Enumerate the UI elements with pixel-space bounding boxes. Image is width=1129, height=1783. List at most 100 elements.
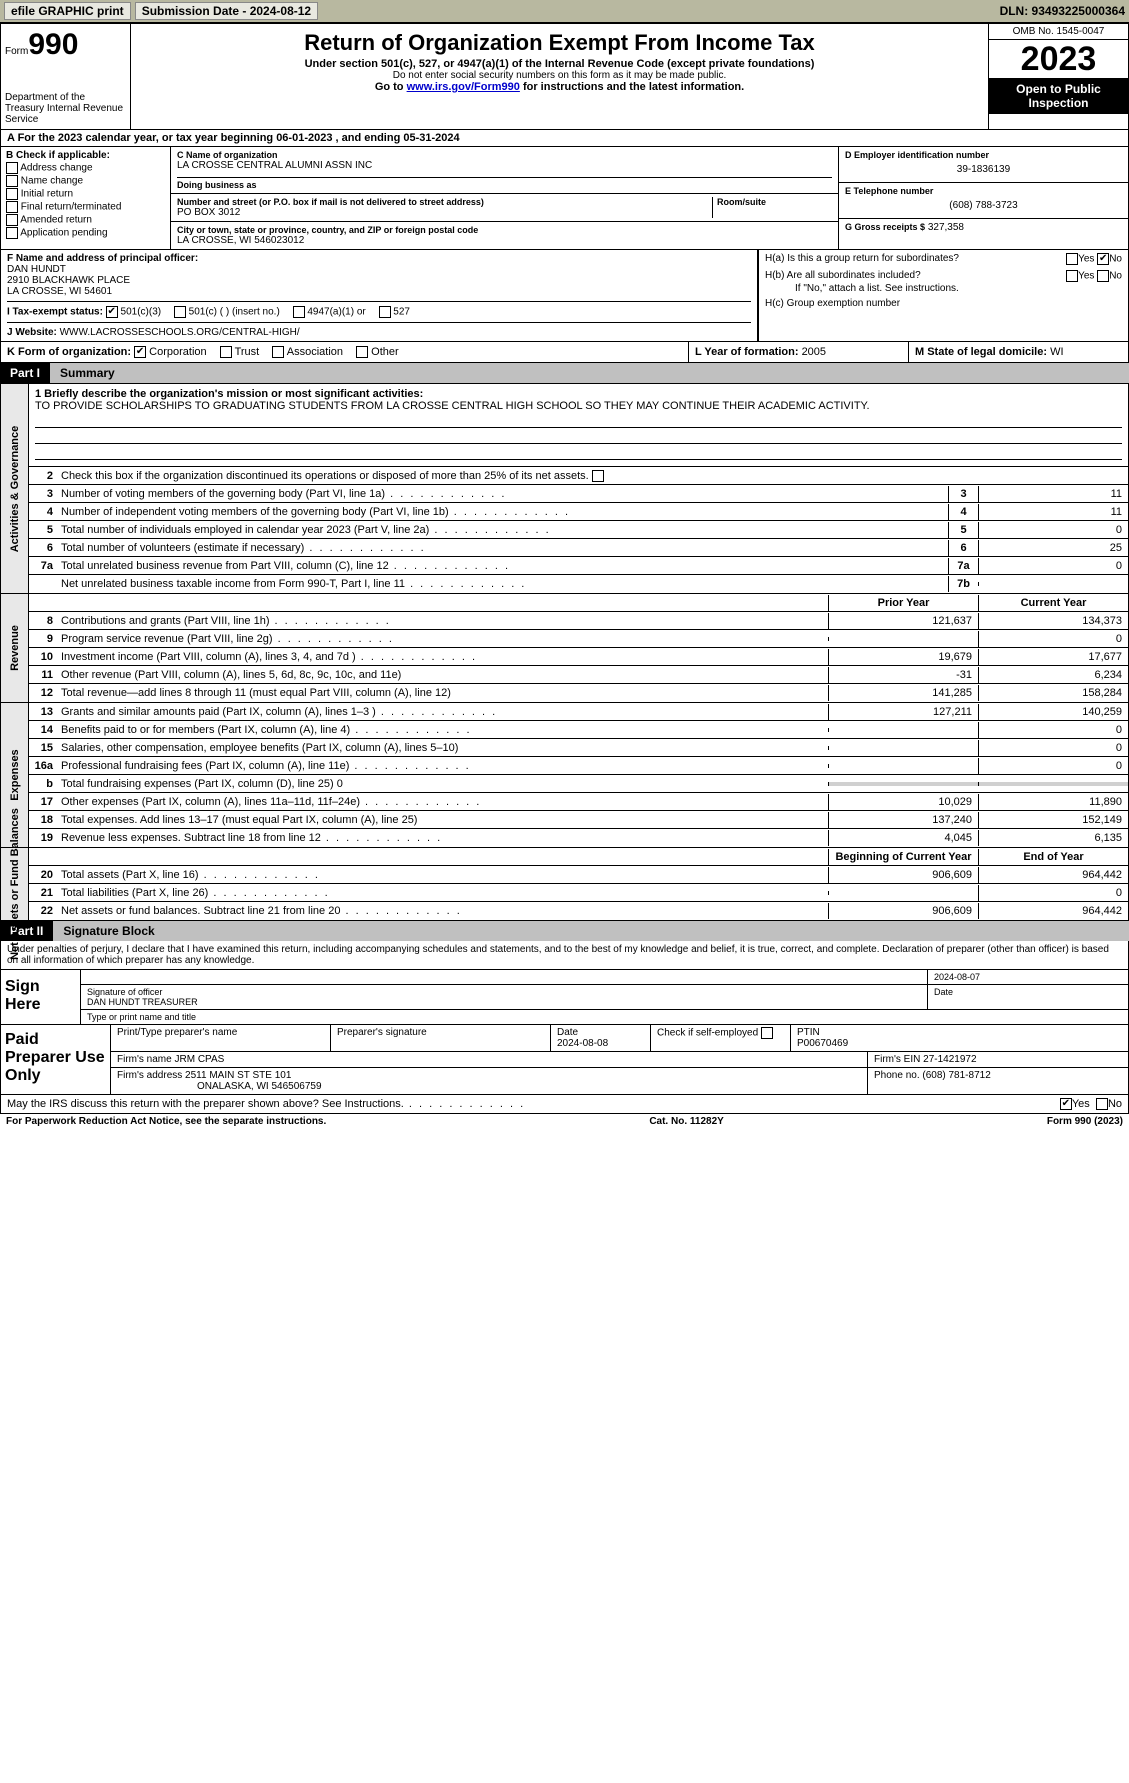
checkbox-self-employed[interactable] bbox=[761, 1027, 773, 1039]
line22-beg: 906,609 bbox=[828, 903, 978, 919]
line16b-prior bbox=[828, 782, 978, 786]
netassets-label: Net Assets or Fund Balances bbox=[9, 808, 21, 960]
line11-current: 6,234 bbox=[978, 667, 1128, 683]
checkbox-ha-no[interactable]: ✔ bbox=[1097, 253, 1109, 265]
line2-text: Check this box if the organization disco… bbox=[61, 470, 589, 482]
checkbox-address-change[interactable] bbox=[6, 162, 18, 174]
preparer-date-label: Date bbox=[557, 1027, 578, 1038]
row-k: K Form of organization: ✔ Corporation Tr… bbox=[0, 342, 1129, 363]
checkbox-hb-no[interactable] bbox=[1097, 270, 1109, 282]
sign-here-block: Sign Here 2024-08-07 Signature of office… bbox=[0, 970, 1129, 1025]
firm-addr-label: Firm's address bbox=[117, 1070, 185, 1081]
checkbox-discuss-yes[interactable]: ✔ bbox=[1060, 1098, 1072, 1110]
line10-current: 17,677 bbox=[978, 649, 1128, 665]
row-a-period: A For the 2023 calendar year, or tax yea… bbox=[0, 130, 1129, 147]
checkbox-assoc[interactable] bbox=[272, 346, 284, 358]
part2-title: Signature Block bbox=[53, 921, 1129, 941]
street-label: Number and street (or P.O. box if mail i… bbox=[177, 197, 712, 207]
tax-year: 2023 bbox=[989, 40, 1128, 78]
subtitle-2: Do not enter social security numbers on … bbox=[141, 70, 978, 81]
footer-left: For Paperwork Reduction Act Notice, see … bbox=[6, 1116, 326, 1127]
line7a-text: Total unrelated business revenue from Pa… bbox=[57, 558, 948, 574]
checkbox-line2[interactable] bbox=[592, 470, 604, 482]
city-label: City or town, state or province, country… bbox=[177, 225, 832, 235]
domicile-value: WI bbox=[1050, 346, 1063, 358]
checkbox-other[interactable] bbox=[356, 346, 368, 358]
line13-text: Grants and similar amounts paid (Part IX… bbox=[57, 704, 828, 720]
line8-prior: 121,637 bbox=[828, 613, 978, 629]
line10-prior: 19,679 bbox=[828, 649, 978, 665]
end-year-header: End of Year bbox=[978, 849, 1128, 865]
checkbox-501c3[interactable]: ✔ bbox=[106, 306, 118, 318]
officer-street: 2910 BLACKHAWK PLACE bbox=[7, 275, 130, 286]
discuss-question: May the IRS discuss this return with the… bbox=[7, 1098, 525, 1110]
line6-text: Total number of volunteers (estimate if … bbox=[57, 540, 948, 556]
line8-current: 134,373 bbox=[978, 613, 1128, 629]
identity-block: B Check if applicable: Address change Na… bbox=[0, 147, 1129, 250]
checkbox-ha-yes[interactable] bbox=[1066, 253, 1078, 265]
hb-note: If "No," attach a list. See instructions… bbox=[765, 283, 1122, 294]
firm-name: JRM CPAS bbox=[174, 1054, 224, 1065]
checkbox-501c[interactable] bbox=[174, 306, 186, 318]
checkbox-527[interactable] bbox=[379, 306, 391, 318]
org-name: LA CROSSE CENTRAL ALUMNI ASSN INC bbox=[177, 160, 832, 171]
firm-addr: 2511 MAIN ST STE 101 bbox=[185, 1070, 291, 1081]
officer-label: F Name and address of principal officer: bbox=[7, 253, 198, 264]
org-name-label: C Name of organization bbox=[177, 150, 832, 160]
discuss-row: May the IRS discuss this return with the… bbox=[0, 1095, 1129, 1114]
part1-title: Summary bbox=[50, 363, 1129, 383]
checkbox-4947[interactable] bbox=[293, 306, 305, 318]
checkbox-initial-return[interactable] bbox=[6, 188, 18, 200]
checkbox-hb-yes[interactable] bbox=[1066, 270, 1078, 282]
city-value: LA CROSSE, WI 546023012 bbox=[177, 235, 832, 246]
line17-text: Other expenses (Part IX, column (A), lin… bbox=[57, 794, 828, 810]
checkbox-amended[interactable] bbox=[6, 214, 18, 226]
line7b-text: Net unrelated business taxable income fr… bbox=[57, 576, 948, 592]
line21-text: Total liabilities (Part X, line 26) bbox=[57, 885, 828, 901]
checkbox-trust[interactable] bbox=[220, 346, 232, 358]
box-b-label: B Check if applicable: bbox=[6, 150, 165, 161]
topbar: efile GRAPHIC print Submission Date - 20… bbox=[0, 0, 1129, 23]
hc-label: H(c) Group exemption number bbox=[765, 298, 1122, 309]
website-value: WWW.LACROSSESCHOOLS.ORG/CENTRAL-HIGH/ bbox=[60, 327, 300, 338]
checkbox-final-return[interactable] bbox=[6, 201, 18, 213]
line22-end: 964,442 bbox=[978, 903, 1128, 919]
section-netassets: Net Assets or Fund Balances Beginning of… bbox=[0, 848, 1129, 921]
preparer-name-label: Print/Type preparer's name bbox=[111, 1025, 331, 1051]
omb-number: OMB No. 1545-0047 bbox=[989, 24, 1128, 40]
street-value: PO BOX 3012 bbox=[177, 207, 712, 218]
phone-label: E Telephone number bbox=[845, 186, 1122, 196]
efile-button[interactable]: efile GRAPHIC print bbox=[4, 2, 131, 20]
line6-value: 25 bbox=[978, 540, 1128, 556]
line12-prior: 141,285 bbox=[828, 685, 978, 701]
irs-link[interactable]: www.irs.gov/Form990 bbox=[407, 81, 520, 93]
firm-phone: (608) 781-8712 bbox=[922, 1070, 990, 1081]
line13-prior: 127,211 bbox=[828, 704, 978, 720]
checkbox-discuss-no[interactable] bbox=[1096, 1098, 1108, 1110]
firm-addr2: ONALASKA, WI 546506759 bbox=[117, 1081, 322, 1092]
line19-current: 6,135 bbox=[978, 830, 1128, 846]
line16a-current: 0 bbox=[978, 758, 1128, 774]
domicile-label: M State of legal domicile: bbox=[915, 346, 1050, 358]
preparer-date: 2024-08-08 bbox=[557, 1038, 608, 1049]
line20-text: Total assets (Part X, line 16) bbox=[57, 867, 828, 883]
box-b: B Check if applicable: Address change Na… bbox=[1, 147, 171, 249]
line18-prior: 137,240 bbox=[828, 812, 978, 828]
line15-current: 0 bbox=[978, 740, 1128, 756]
box-h: H(a) Is this a group return for subordin… bbox=[758, 250, 1128, 341]
year-formation: 2005 bbox=[802, 346, 826, 358]
checkbox-corp[interactable]: ✔ bbox=[134, 346, 146, 358]
checkbox-application-pending[interactable] bbox=[6, 227, 18, 239]
line5-value: 0 bbox=[978, 522, 1128, 538]
line19-prior: 4,045 bbox=[828, 830, 978, 846]
line9-text: Program service revenue (Part VIII, line… bbox=[57, 631, 828, 647]
line18-current: 152,149 bbox=[978, 812, 1128, 828]
submission-date-button[interactable]: Submission Date - 2024-08-12 bbox=[135, 2, 318, 20]
beg-year-header: Beginning of Current Year bbox=[828, 849, 978, 865]
checkbox-name-change[interactable] bbox=[6, 175, 18, 187]
line16b-text: Total fundraising expenses (Part IX, col… bbox=[57, 776, 828, 792]
line19-text: Revenue less expenses. Subtract line 18 … bbox=[57, 830, 828, 846]
line17-current: 11,890 bbox=[978, 794, 1128, 810]
line9-current: 0 bbox=[978, 631, 1128, 647]
phone-value: (608) 788-3723 bbox=[845, 196, 1122, 215]
